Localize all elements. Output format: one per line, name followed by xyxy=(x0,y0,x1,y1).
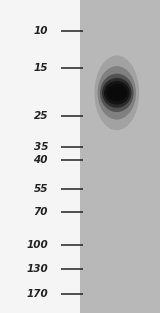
Bar xyxy=(80,0,160,313)
Text: 10: 10 xyxy=(33,26,48,36)
Text: 35: 35 xyxy=(33,142,48,152)
Text: 100: 100 xyxy=(26,240,48,250)
Text: 15: 15 xyxy=(33,64,48,74)
Text: 130: 130 xyxy=(26,264,48,274)
Ellipse shape xyxy=(100,74,134,112)
Text: 55: 55 xyxy=(33,184,48,194)
Ellipse shape xyxy=(104,81,130,105)
Ellipse shape xyxy=(106,84,127,101)
Text: 70: 70 xyxy=(33,207,48,217)
Text: 25: 25 xyxy=(33,111,48,121)
Ellipse shape xyxy=(109,87,124,99)
Ellipse shape xyxy=(98,66,136,120)
Text: 170: 170 xyxy=(26,289,48,299)
Ellipse shape xyxy=(102,78,132,108)
Ellipse shape xyxy=(94,55,139,130)
Text: 40: 40 xyxy=(33,155,48,165)
